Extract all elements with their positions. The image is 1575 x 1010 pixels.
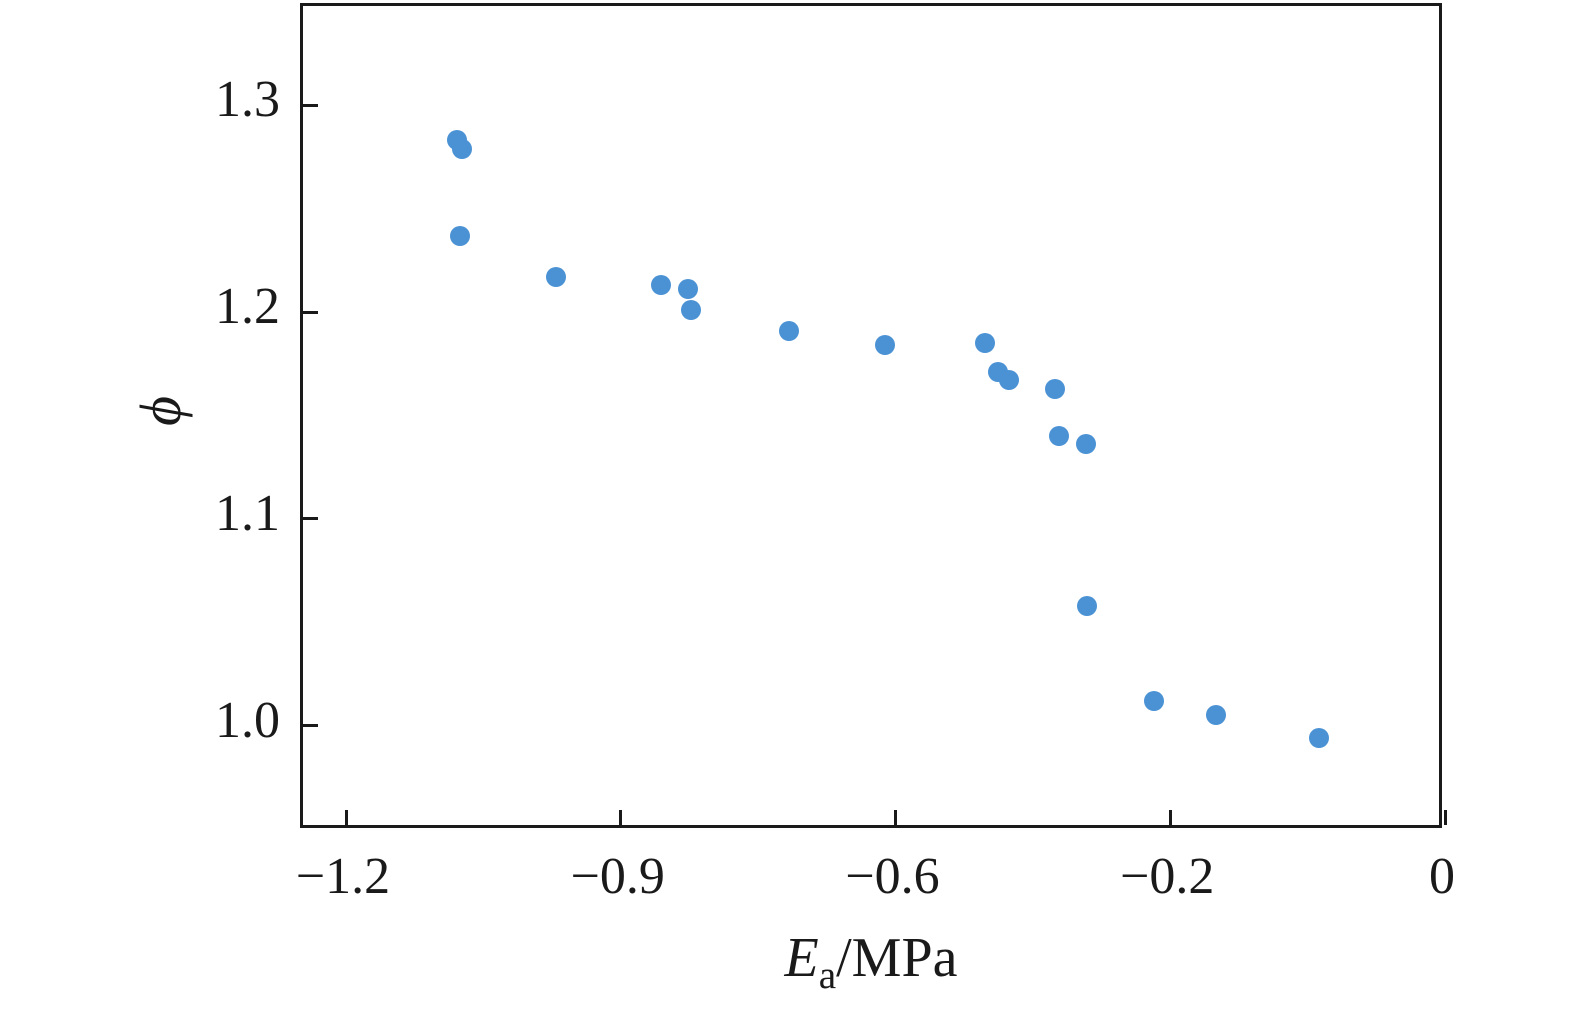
phi-symbol: ϕ	[127, 395, 193, 427]
y-tick-label: 1.0	[215, 691, 280, 749]
data-point	[452, 138, 473, 159]
data-point	[975, 333, 996, 354]
data-point	[1308, 727, 1329, 748]
x-axis-symbol: E	[784, 927, 819, 989]
x-tick	[344, 810, 348, 825]
y-tick-label: 1.3	[215, 71, 280, 129]
y-tick	[303, 103, 318, 107]
data-point	[1076, 595, 1097, 616]
data-point	[545, 266, 566, 287]
data-point	[1044, 378, 1065, 399]
data-point	[1206, 705, 1227, 726]
data-point	[779, 320, 800, 341]
data-point	[449, 225, 470, 246]
y-tick-label: 1.2	[215, 278, 280, 335]
x-axis-subscript: a	[818, 954, 837, 998]
x-tick	[894, 810, 898, 825]
x-axis-unit: /MPa	[836, 927, 958, 989]
x-tick-label: −0.9	[570, 848, 665, 905]
plot-area	[300, 3, 1447, 828]
x-tick	[619, 810, 623, 825]
x-tick	[1443, 810, 1447, 825]
data-point	[651, 275, 672, 296]
y-tick	[303, 310, 318, 314]
x-tick	[1168, 810, 1172, 825]
data-point	[1143, 690, 1164, 711]
x-tick-label: −0.6	[845, 848, 940, 905]
x-tick-label: 0	[1429, 848, 1455, 905]
x-axis-title: Ea/MPa	[300, 927, 1442, 995]
data-point	[1048, 426, 1069, 447]
x-tick-label: −0.2	[1120, 848, 1215, 905]
data-point	[874, 335, 895, 356]
y-tick	[303, 517, 318, 521]
y-tick	[303, 724, 318, 728]
x-tick-label: −1.2	[295, 848, 391, 905]
data-point	[999, 370, 1020, 391]
data-point	[681, 299, 702, 320]
data-point	[677, 279, 698, 300]
y-tick-label: 1.1	[215, 484, 280, 542]
y-axis-title: ϕ	[120, 361, 200, 461]
data-point	[1076, 434, 1096, 455]
